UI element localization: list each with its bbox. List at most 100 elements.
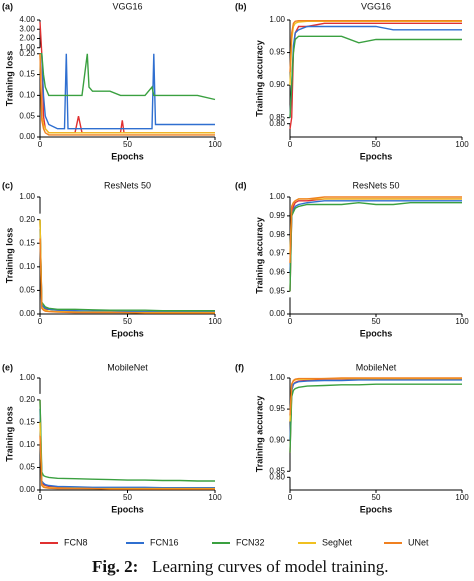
y-tick-label: 0.95	[269, 404, 285, 413]
series-line	[289, 35, 462, 118]
y-tick-label: 0.20	[19, 49, 35, 58]
y-tick-label: 0.00	[269, 309, 285, 318]
y-tick-label: 0.10	[19, 440, 35, 449]
x-tick-label: 50	[372, 140, 381, 149]
x-tick-label: 0	[288, 493, 293, 502]
x-tick-label: 100	[455, 493, 469, 502]
series-line	[289, 383, 462, 453]
y-tick-label: 0.99	[269, 211, 285, 220]
y-axis-label: Training loss	[4, 51, 14, 107]
panel-label: (f)	[235, 362, 244, 372]
x-tick-label: 0	[38, 317, 43, 326]
y-tick-label: 0.00	[19, 485, 35, 494]
y-tick-label: 0.05	[19, 286, 35, 295]
y-axis-label: Training accuracy	[254, 217, 264, 294]
y-axis-label: Training loss	[4, 406, 14, 462]
y-tick-label: 0.98	[269, 230, 285, 239]
series-line	[39, 219, 215, 314]
y-tick-label: 2.00	[19, 34, 35, 43]
y-tick-label: 0.95	[269, 286, 285, 295]
series-line	[289, 25, 462, 118]
y-tick-label: 0.05	[19, 111, 35, 120]
y-tick-label: 0.00	[19, 132, 35, 141]
series-line	[39, 399, 215, 482]
x-tick-label: 0	[38, 493, 43, 502]
series-line	[39, 53, 215, 136]
x-tick-label: 100	[455, 317, 469, 326]
x-axis-label: Epochs	[360, 151, 393, 161]
y-tick-label: 3.00	[19, 24, 35, 33]
panel-label: (c)	[2, 180, 13, 190]
legend-label: FCN16	[150, 537, 179, 547]
x-axis-label: Epochs	[111, 151, 144, 161]
x-tick-label: 50	[123, 140, 132, 149]
chart-title: ResNets 50	[352, 180, 399, 190]
legend-label: UNet	[408, 537, 429, 547]
y-tick-label: 1.00	[269, 192, 285, 201]
x-tick-label: 50	[123, 317, 132, 326]
y-tick-label: 0.85	[269, 466, 285, 475]
y-tick-label: 1.00	[19, 373, 35, 382]
chart-title: VGG16	[361, 1, 391, 11]
series-line	[289, 377, 462, 416]
series-line	[289, 198, 462, 292]
x-axis-label: Epochs	[111, 504, 144, 514]
chart-title: MobileNet	[356, 362, 397, 372]
chart-title: MobileNet	[107, 362, 148, 372]
y-axis-label: Training accuracy	[254, 40, 264, 117]
series-line	[289, 378, 462, 453]
legend-label: FCN32	[236, 537, 265, 547]
series-line	[289, 196, 462, 264]
x-tick-label: 50	[123, 493, 132, 502]
series-line	[39, 229, 215, 313]
x-tick-label: 100	[208, 317, 222, 326]
panel: (a) VGG16 Training loss Epochs 0.00 0.05 0.10 0…	[2, 1, 222, 161]
y-tick-label: 1.00	[19, 192, 35, 201]
panel: (c) ResNets 50 Training loss Epochs 0.00 0.05…	[2, 180, 222, 338]
series-line	[289, 198, 462, 254]
y-tick-label: 0.15	[19, 70, 35, 79]
series-line	[40, 53, 215, 130]
x-tick-label: 100	[208, 493, 222, 502]
series-line	[289, 20, 462, 86]
y-axis-label: Training loss	[4, 228, 14, 284]
series-line	[289, 201, 462, 292]
panel-label: (a)	[2, 1, 13, 11]
series-line	[39, 238, 215, 314]
x-tick-label: 50	[372, 493, 381, 502]
series-line	[39, 435, 215, 490]
x-tick-label: 100	[208, 140, 222, 149]
x-tick-label: 50	[372, 317, 381, 326]
x-axis-label: Epochs	[111, 328, 144, 338]
y-tick-label: 0.20	[19, 215, 35, 224]
x-tick-label: 0	[288, 140, 293, 149]
legend: FCN8 FCN16 FCN32 SegNet UNet	[40, 537, 429, 547]
x-tick-label: 0	[38, 140, 43, 149]
y-tick-label: 0.05	[19, 463, 35, 472]
y-tick-label: 1.00	[19, 43, 35, 52]
series-line	[39, 219, 215, 313]
series-line	[289, 377, 462, 422]
series-line	[39, 399, 215, 489]
y-tick-label: 0.20	[19, 395, 35, 404]
x-axis-label: Epochs	[360, 504, 393, 514]
series-line	[39, 219, 215, 312]
legend-label: FCN8	[64, 537, 88, 547]
y-tick-label: 0.00	[19, 309, 35, 318]
y-tick-label: 0.96	[269, 268, 285, 277]
y-tick-label: 1.00	[269, 373, 285, 382]
x-tick-label: 0	[288, 317, 293, 326]
panel: (b) VGG16 Training accuracy Epochs 0.800.85 0…	[235, 1, 469, 161]
y-tick-label: 0.85	[269, 113, 285, 122]
y-tick-label: 0.90	[269, 435, 285, 444]
chart-title: VGG16	[112, 1, 142, 11]
y-tick-label: 0.80	[269, 472, 285, 481]
x-tick-label: 100	[455, 140, 469, 149]
panel-label: (d)	[235, 180, 247, 190]
y-axis-label: Training accuracy	[254, 396, 264, 473]
y-tick-label: 0.10	[19, 90, 35, 99]
series-line	[40, 53, 216, 101]
y-tick-label: 0.90	[269, 80, 285, 89]
